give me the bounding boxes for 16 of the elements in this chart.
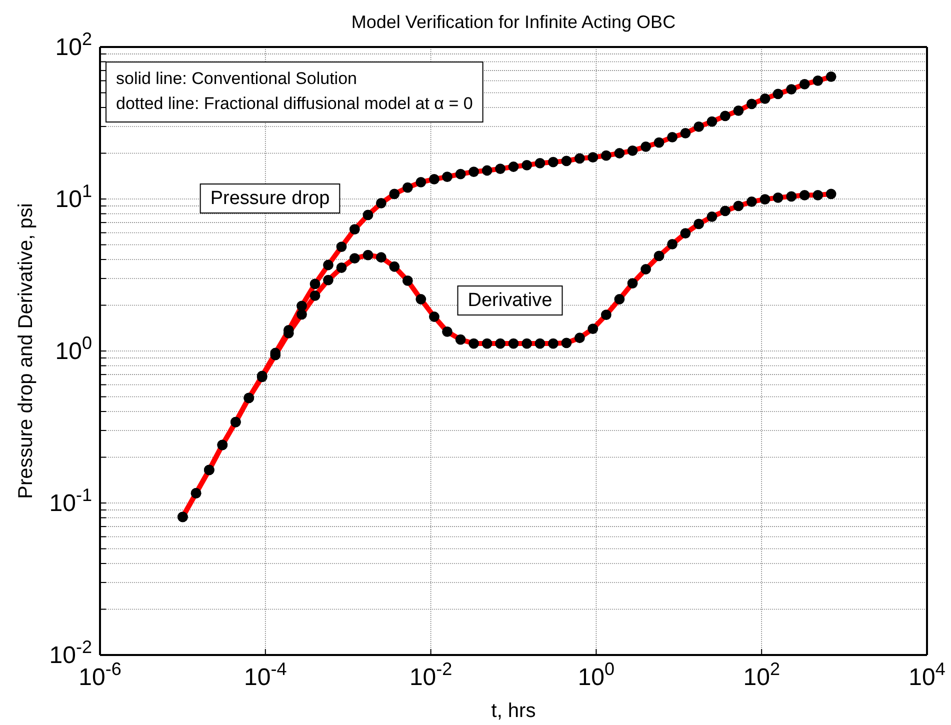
annotation: Derivative [468, 290, 552, 311]
y-tick-label: 10$^{2}$ [55, 29, 92, 61]
annotation: Pressure drop [210, 188, 330, 209]
x-tick-label: 10$^{4}$ [908, 659, 946, 691]
annotation: solid line: Conventional Solution [116, 69, 357, 88]
x-tick-label: 10$^{-4}$ [244, 659, 287, 691]
x-tick-label: 10$^{-2}$ [409, 659, 452, 691]
x-tick-label: 10$^{2}$ [743, 659, 780, 691]
x-axis-title: t, hrs [491, 700, 536, 722]
y-tick-label: 10$^{0}$ [55, 333, 92, 365]
chart-title: Model Verification for Infinite Acting OBC [351, 12, 676, 32]
x-tick-label: 10$^{0}$ [578, 659, 615, 691]
y-axis-title: Pressure drop and Derivative, psi [15, 203, 37, 499]
y-tick-label: 10$^{1}$ [55, 181, 92, 213]
y-tick-label: 10$^{-1}$ [49, 485, 92, 517]
annotation: dotted line: Fractional diffusional model at α = 0 [116, 94, 473, 113]
